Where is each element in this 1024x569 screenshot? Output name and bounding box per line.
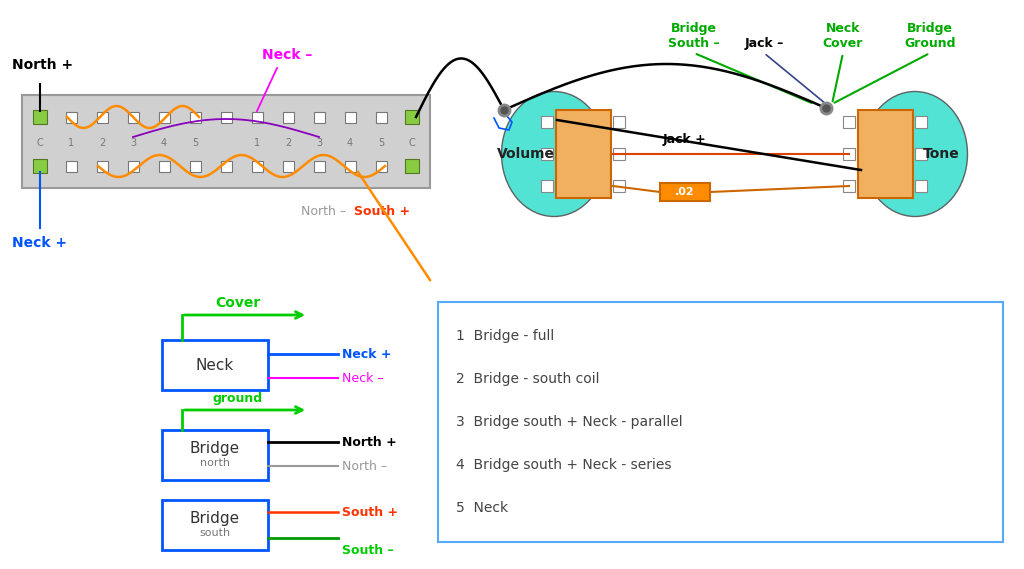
Text: 3: 3 — [130, 138, 136, 147]
Bar — [96, 160, 108, 171]
Text: Neck: Neck — [196, 357, 234, 373]
Bar — [33, 110, 47, 124]
Bar — [128, 160, 138, 171]
Bar — [613, 116, 625, 128]
Text: North +: North + — [342, 435, 396, 448]
Text: C: C — [37, 138, 43, 147]
Ellipse shape — [862, 92, 968, 216]
Text: Neck –: Neck – — [262, 48, 312, 62]
Text: Neck
Cover: Neck Cover — [823, 22, 863, 50]
Text: C: C — [409, 138, 416, 147]
Text: Bridge
South –: Bridge South – — [669, 22, 720, 50]
Bar — [189, 112, 201, 122]
Bar — [162, 430, 268, 480]
Bar — [915, 116, 927, 128]
Bar — [376, 160, 386, 171]
Bar — [344, 112, 355, 122]
Text: 1: 1 — [68, 138, 74, 147]
Bar — [220, 112, 231, 122]
Text: Cover: Cover — [215, 296, 260, 310]
Bar — [843, 148, 855, 160]
Bar — [283, 160, 294, 171]
Text: 2: 2 — [99, 138, 105, 147]
Text: south: south — [200, 528, 230, 538]
Text: 2  Bridge - south coil: 2 Bridge - south coil — [456, 372, 599, 386]
Ellipse shape — [502, 92, 606, 216]
Text: 5: 5 — [191, 138, 198, 147]
Bar — [66, 112, 77, 122]
Text: 4: 4 — [347, 138, 353, 147]
Text: 3  Bridge south + Neck - parallel: 3 Bridge south + Neck - parallel — [456, 415, 683, 429]
Text: .02: .02 — [675, 187, 695, 197]
Text: 1: 1 — [254, 138, 260, 147]
Text: Bridge
Ground: Bridge Ground — [904, 22, 955, 50]
Bar — [162, 340, 268, 390]
Bar — [541, 180, 553, 192]
Text: ground: ground — [212, 392, 262, 405]
Text: 2: 2 — [285, 138, 291, 147]
Text: North +: North + — [12, 58, 73, 72]
Text: 4  Bridge south + Neck - series: 4 Bridge south + Neck - series — [456, 458, 672, 472]
Bar — [406, 110, 419, 124]
Bar — [220, 160, 231, 171]
Bar — [33, 159, 47, 173]
Text: Bridge: Bridge — [189, 440, 240, 456]
Text: 5  Neck: 5 Neck — [456, 501, 508, 515]
Text: Neck +: Neck + — [342, 348, 391, 361]
Text: Jack –: Jack – — [744, 37, 783, 50]
Bar — [313, 112, 325, 122]
Text: Bridge: Bridge — [189, 510, 240, 526]
Bar — [128, 112, 138, 122]
Bar — [438, 302, 1002, 542]
Bar — [22, 95, 430, 188]
Bar — [556, 110, 611, 198]
Text: North –: North – — [342, 460, 387, 472]
Text: 5: 5 — [378, 138, 384, 147]
Bar — [541, 148, 553, 160]
Bar — [915, 148, 927, 160]
Bar — [915, 180, 927, 192]
Bar — [613, 148, 625, 160]
Text: 4: 4 — [161, 138, 167, 147]
Bar — [159, 160, 170, 171]
Text: Tone: Tone — [923, 147, 959, 161]
Text: 3: 3 — [316, 138, 323, 147]
Bar — [162, 500, 268, 550]
Bar — [541, 116, 553, 128]
Bar — [252, 160, 262, 171]
Bar — [96, 112, 108, 122]
Bar — [283, 112, 294, 122]
Bar — [613, 180, 625, 192]
Text: Neck +: Neck + — [12, 236, 67, 250]
Text: north: north — [200, 458, 230, 468]
Bar — [843, 180, 855, 192]
Text: 1  Bridge - full: 1 Bridge - full — [456, 329, 554, 343]
Bar — [858, 110, 913, 198]
Bar — [313, 160, 325, 171]
Text: Jack +: Jack + — [664, 133, 707, 146]
Bar — [843, 116, 855, 128]
Text: Volume: Volume — [497, 147, 555, 161]
Bar — [376, 112, 386, 122]
Text: South +: South + — [342, 505, 398, 518]
Bar — [159, 112, 170, 122]
Text: South +: South + — [354, 205, 411, 218]
Bar — [660, 183, 710, 201]
Text: North –: North – — [301, 205, 346, 218]
Text: South –: South – — [342, 543, 393, 556]
Bar — [406, 159, 419, 173]
Text: Neck –: Neck – — [342, 372, 384, 385]
Bar — [344, 160, 355, 171]
Bar — [252, 112, 262, 122]
Bar — [66, 160, 77, 171]
Bar — [189, 160, 201, 171]
